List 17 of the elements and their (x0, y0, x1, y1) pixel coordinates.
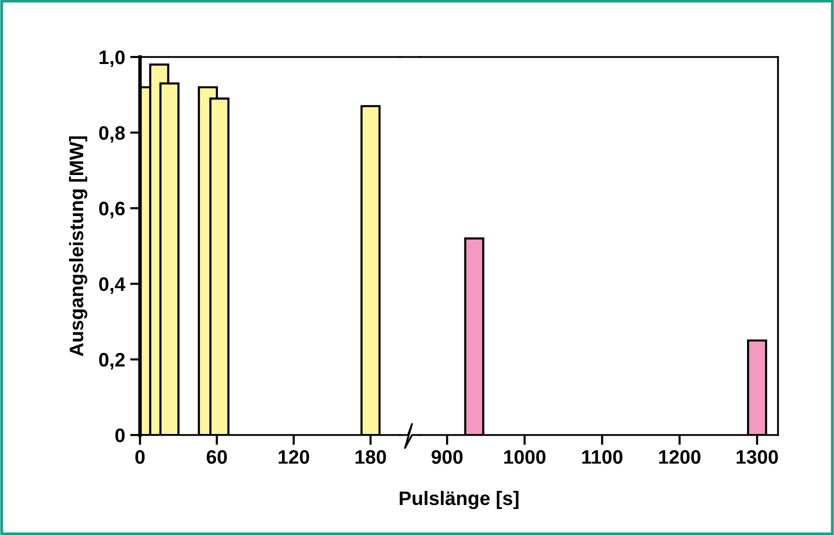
y-tick-label: 1,0 (100, 50, 125, 68)
x-tick-label: 900 (432, 450, 463, 464)
x-tick-label: 120 (278, 450, 310, 464)
x-tick-label: 60 (206, 450, 227, 464)
x-tick-label: 0 (135, 450, 145, 464)
y-tick-label: 0,8 (99, 126, 125, 143)
x-tick-label: 180 (356, 450, 386, 464)
x-tick-label: 1200 (659, 450, 700, 464)
x-tick-label: 1100 (582, 450, 622, 464)
x-tick-label: 1300 (736, 450, 778, 464)
y-tick-label: 0,6 (99, 202, 125, 218)
y-axis-title: Ausgangsleistung [MW] (69, 136, 88, 356)
y-tick-label: 0 (115, 428, 125, 442)
x-tick-label: 1000 (504, 450, 546, 464)
y-tick-label: 0,2 (99, 352, 125, 370)
y-tick-label: 0,4 (99, 277, 126, 294)
x-axis-title: Pulslänge [s] (400, 490, 518, 510)
